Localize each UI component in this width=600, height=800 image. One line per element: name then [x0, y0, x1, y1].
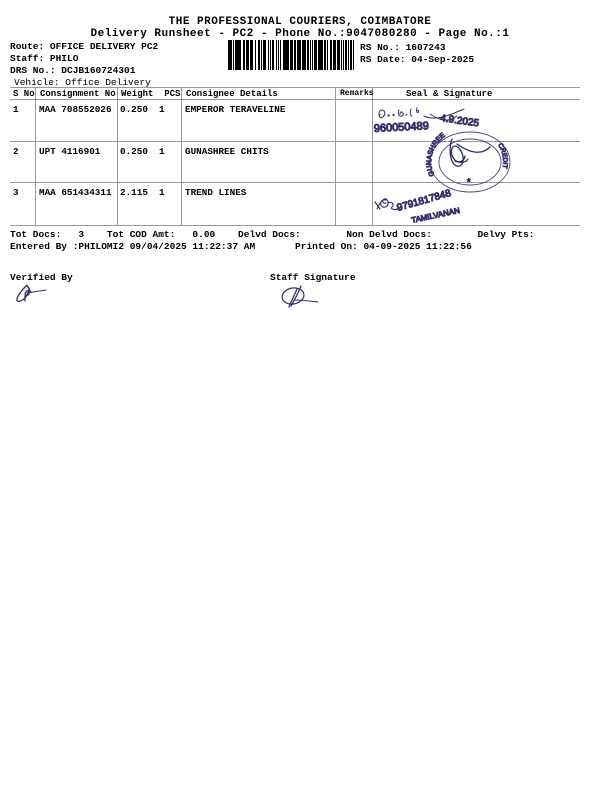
svg-text:CREDIT: CREDIT — [496, 142, 508, 169]
svg-text:960050489: 960050489 — [374, 120, 430, 135]
svg-text:4.9.2025: 4.9.2025 — [440, 113, 481, 129]
svg-text:TAMILVANAN: TAMILVANAN — [411, 206, 461, 225]
svg-text:GUNASHREE: GUNASHREE — [426, 132, 447, 177]
svg-text:*: * — [467, 177, 471, 187]
